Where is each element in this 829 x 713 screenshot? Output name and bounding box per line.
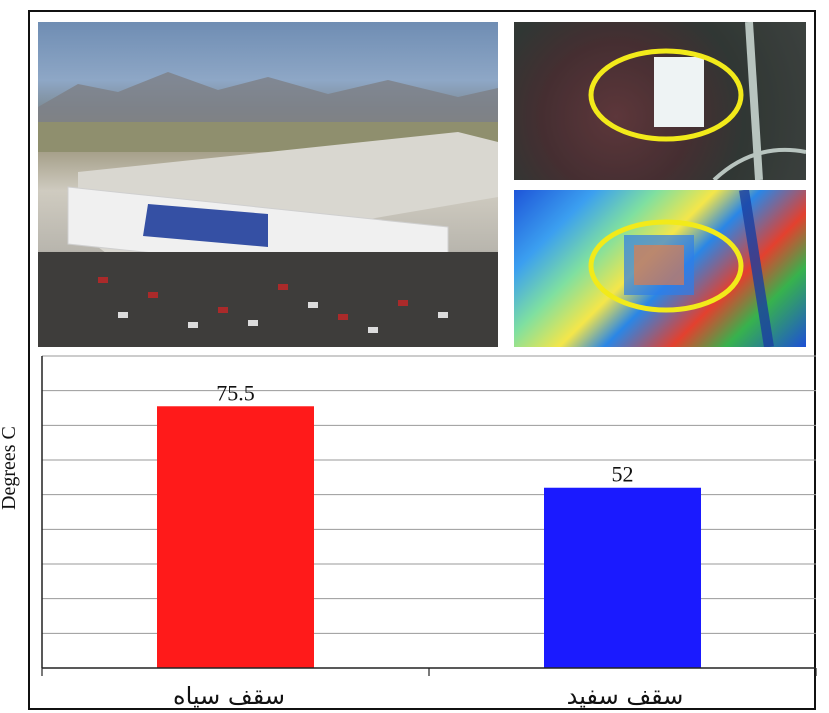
aerial-warehouse-photo <box>38 22 498 347</box>
x-tick-label: سقف سفید <box>566 682 684 710</box>
thermal-illustration <box>588 190 774 347</box>
value-labels: 75.5 52 <box>216 380 633 486</box>
y-axis-label: Degrees C <box>0 426 20 510</box>
x-tick-label: سقف سیاه <box>173 682 285 710</box>
satellite-illustration <box>514 22 806 180</box>
thermal-image <box>514 190 806 347</box>
highlight-ellipse-icon <box>588 219 744 313</box>
data-label: 75.5 <box>216 380 255 405</box>
bars <box>157 406 701 668</box>
aerial-warehouse-illustration <box>38 72 498 347</box>
data-label: 52 <box>612 462 634 487</box>
highlight-ellipse-icon <box>588 48 744 142</box>
axes <box>41 356 817 676</box>
figure-frame <box>28 10 816 710</box>
bar <box>157 406 314 668</box>
bar <box>544 487 701 668</box>
satellite-image <box>514 22 806 180</box>
